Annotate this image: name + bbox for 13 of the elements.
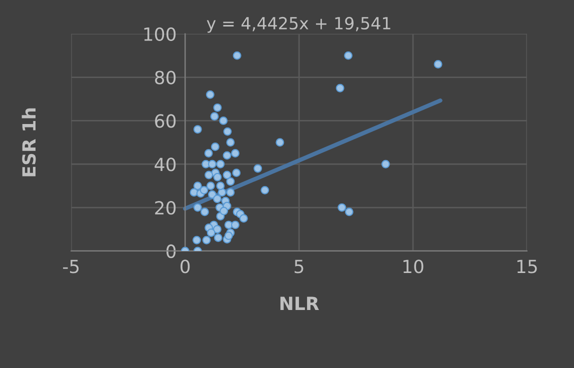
y-tick-label: 60 (155, 114, 176, 128)
y-tick-label: 100 (144, 27, 176, 41)
y-tick-label: 20 (155, 201, 176, 215)
x-tick-label: 15 (517, 260, 537, 274)
x-tick-label: 10 (403, 260, 424, 274)
x-tick-label: 0 (180, 260, 190, 274)
x-axis-title: NLR (280, 296, 319, 310)
x-tick-label: -5 (63, 260, 79, 274)
y-tick-label: 40 (154, 158, 176, 172)
text: y = 4,4425x + 19,541 (206, 16, 390, 33)
y-tick-label: 80 (155, 70, 176, 84)
x-tick-label: 5 (294, 260, 304, 274)
y-axis-title: ESR 1h (22, 108, 36, 176)
